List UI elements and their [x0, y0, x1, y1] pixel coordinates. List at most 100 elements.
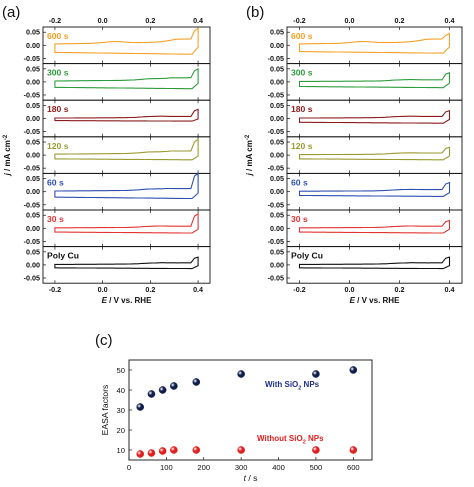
panel-b-y-tick-label: 0.05	[270, 28, 284, 37]
panel-c-x-tick-label: 300	[235, 463, 248, 472]
panel-c-x-axis-label: t / s	[244, 473, 258, 483]
panel-a-subplot: 0.05 0.00 -0.05 30 s	[24, 209, 211, 248]
panel-b-y-tick-label: -0.05	[268, 164, 284, 173]
panel-a-y-tick-label: 0.00	[26, 114, 40, 123]
panel-a-cv-curve	[54, 108, 199, 122]
panel-a-top-tick-label: 0.0	[98, 16, 108, 25]
panel-a-top-tick-label: -0.2	[49, 16, 61, 25]
panel-b-y-axis-label: j / mA cm-2	[245, 134, 254, 176]
without-sio2-point	[312, 446, 320, 454]
without-sio2-point	[147, 449, 156, 457]
without-sio2-point	[237, 446, 245, 454]
with-sio2-point	[192, 378, 201, 386]
panel-a-y-tick-label: 0.00	[26, 41, 40, 50]
panel-a-cv-curve	[54, 27, 199, 55]
panel-c: (c) 0 100 200 300 400 500 600 10 20 30 40 50 t / s EAS…	[95, 332, 373, 483]
panel-b-cv-curve	[298, 256, 451, 270]
panel-a-subplot-label: 30 s	[47, 214, 64, 224]
panel-a-bottom-tick-label: 0.2	[145, 285, 155, 294]
panel-b-subplot: 0.05 0.00 -0.05 60 s	[268, 172, 463, 211]
panel-c-annotation: With SiO2 NPs	[265, 380, 320, 392]
panel-b-top-tick-label: 0.2	[395, 16, 405, 25]
panel-b-cv-curve	[298, 219, 451, 234]
panel-a-cv-curve	[54, 212, 199, 234]
panel-c-y-tick-label: 50	[117, 366, 125, 375]
panel-c-y-tick-label: 40	[117, 386, 125, 395]
panel-a-subplot-label: 120 s	[47, 141, 69, 151]
panel-b-y-tick-label: 0.05	[270, 64, 284, 73]
panel-b-subplot-label: 600 s	[291, 31, 313, 41]
panel-a-y-tick-label: -0.05	[24, 54, 40, 63]
with-sio2-point	[237, 370, 245, 378]
panel-a-y-tick-label: -0.05	[24, 273, 40, 282]
panel-b-panel-label: (b)	[246, 4, 264, 21]
panel-a-top-tick-label: 0.2	[145, 16, 155, 25]
panel-a-y-tick-label: 0.05	[26, 28, 40, 37]
panel-b-subplot-label: 120 s	[291, 141, 313, 151]
panel-a-y-tick-label: -0.05	[24, 164, 40, 173]
panel-b-y-tick-label: -0.05	[268, 90, 284, 99]
with-sio2-point	[136, 403, 145, 411]
panel-a-y-tick-label: 0.00	[26, 224, 40, 233]
panel-a-subplot-label: 180 s	[47, 104, 69, 114]
panel-b-y-tick-label: -0.05	[268, 127, 284, 136]
without-sio2-point	[192, 446, 201, 454]
panel-b-subplot: 0.05 0.00 -0.05 300 s	[268, 63, 463, 101]
panel-a-y-tick-label: 0.05	[26, 64, 40, 73]
panel-b-subplot: 0.05 0.00 -0.05 180 s	[268, 99, 463, 138]
panel-b-y-tick-label: 0.00	[270, 114, 284, 123]
panel-b-subplot: 0.05 0.00 -0.05 30 s	[268, 209, 463, 248]
panel-b-y-tick-label: -0.05	[268, 273, 284, 282]
panel-b-y-tick-label: 0.05	[270, 101, 284, 110]
panel-a-y-tick-label: 0.00	[26, 260, 40, 269]
panel-c-x-tick-label: 500	[310, 463, 323, 472]
without-sio2-point	[170, 446, 178, 454]
panel-c-panel-label: (c)	[95, 332, 113, 349]
panel-a-y-tick-label: 0.00	[26, 77, 40, 86]
panel-b-y-tick-label: 0.05	[270, 138, 284, 147]
panel-b-subplot-label: 300 s	[291, 68, 313, 78]
panel-a-y-axis-label: j / mA cm-2	[3, 134, 12, 176]
panel-c-y-tick-label: 20	[117, 426, 125, 435]
panel-b-subplot-label: 30 s	[291, 214, 308, 224]
panel-c-y-axis-label: EASA factors	[100, 385, 110, 436]
panel-b-y-tick-label: 0.05	[270, 174, 284, 183]
panel-b-subplot-frame	[286, 26, 463, 65]
panel-a-cv-curve	[54, 67, 199, 90]
panel-a-subplot-label: 600 s	[47, 31, 69, 41]
panel-b-y-tick-label: -0.05	[268, 237, 284, 246]
panel-b-bottom-tick-label: 0.0	[345, 285, 355, 294]
with-sio2-point	[170, 382, 178, 390]
panel-b-subplot-label: 60 s	[291, 177, 308, 187]
panel-a-y-tick-label: 0.05	[26, 174, 40, 183]
panel-c-annotation: Without SiO2 NPs	[257, 434, 324, 446]
panel-b-y-tick-label: 0.00	[270, 77, 284, 86]
with-sio2-point	[349, 366, 358, 374]
panel-b-top-tick-label: -0.2	[293, 16, 305, 25]
panel-a-subplot: 0.05 0.00 -0.05 60 s	[24, 172, 211, 211]
panel-b-y-tick-label: -0.05	[268, 54, 284, 63]
panel-a-x-axis-label: E / V vs. RHE	[102, 296, 152, 305]
panel-b-bottom-tick-label: -0.2	[293, 285, 305, 294]
panel-b-cv-curve	[298, 146, 451, 161]
panel-c-plot-frame	[128, 359, 373, 461]
panel-b-x-axis-label: E / V vs. RHE	[350, 296, 400, 305]
with-sio2-point	[147, 390, 156, 398]
panel-a-subplot: 0.05 0.00 -0.05 180 s	[24, 99, 211, 138]
without-sio2-point	[136, 450, 145, 458]
panel-a-y-tick-label: -0.05	[24, 237, 40, 246]
panel-b-y-tick-label: -0.05	[268, 200, 284, 209]
panel-b-y-tick-label: 0.00	[270, 151, 284, 160]
panel-c-x-tick-label: 400	[272, 463, 285, 472]
panel-a-bottom-tick-label: -0.2	[49, 285, 61, 294]
panel-a-cv-curve	[54, 256, 199, 270]
panel-a-y-tick-label: 0.00	[26, 187, 40, 196]
panel-a-y-tick-label: -0.05	[24, 200, 40, 209]
panel-b-top-tick-label: 0.4	[445, 16, 455, 25]
panel-a-y-tick-label: -0.05	[24, 127, 40, 136]
panel-a-subplot: 0.05 0.00 -0.05 300 s	[24, 63, 211, 101]
panel-b-cv-curve	[298, 181, 451, 197]
panel-c-x-tick-label: 100	[160, 463, 173, 472]
